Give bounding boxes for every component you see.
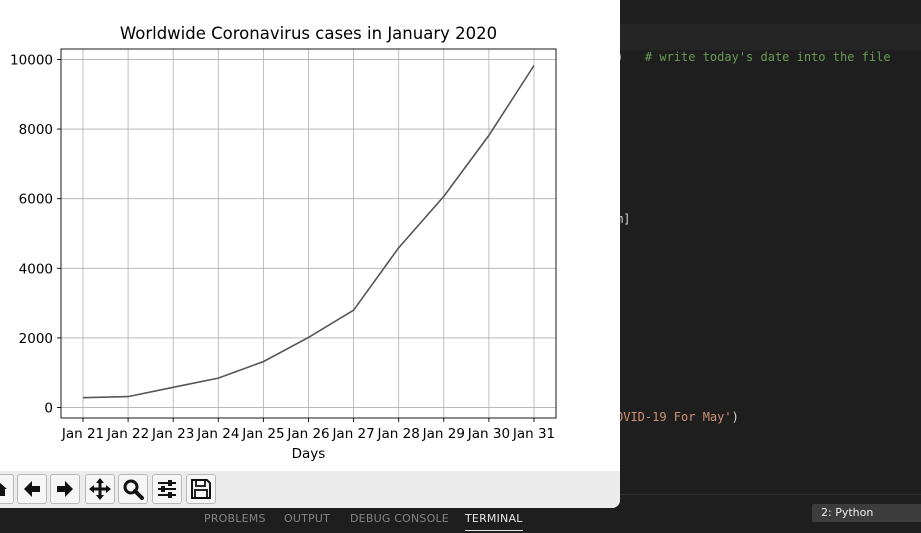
x-tick-label: Jan 23 xyxy=(151,426,194,442)
y-tick-label: 0 xyxy=(44,401,53,417)
y-tick-label: 8000 xyxy=(19,122,53,138)
code-paren: ) xyxy=(731,410,739,424)
home-icon xyxy=(0,482,7,496)
back-button[interactable] xyxy=(17,474,47,504)
series-line-cases xyxy=(82,65,535,399)
x-tick-label: Jan 26 xyxy=(286,426,329,442)
figure-toolbar xyxy=(0,471,620,508)
matplotlib-figure-window: Jan 21 Jan 22 Jan 23 Jan 24 Jan 25 Jan 26 Jan … xyxy=(0,0,620,508)
terminal-select-dropdown[interactable]: 2: Python xyxy=(812,504,921,522)
y-tick-label: 10000 xyxy=(10,52,53,68)
grid-lines xyxy=(61,49,556,418)
x-tick-label: Jan 24 xyxy=(196,426,239,442)
tab-debug-console[interactable]: DEBUG CONSOLE xyxy=(350,512,449,525)
x-tick-label: Jan 27 xyxy=(331,426,374,442)
tab-output[interactable]: OUTPUT xyxy=(284,512,331,525)
line-chart: Jan 21 Jan 22 Jan 23 Jan 24 Jan 25 Jan 26 Jan … xyxy=(10,24,557,462)
code-line-comment[interactable]: ) # write today's date into the file xyxy=(616,50,891,64)
pan-button[interactable] xyxy=(85,474,115,504)
y-tick-label: 2000 xyxy=(19,331,53,347)
axis-ticks: Jan 21 Jan 22 Jan 23 Jan 24 Jan 25 Jan 26 Jan … xyxy=(10,52,555,442)
home-button[interactable] xyxy=(0,474,14,504)
code-line-comment-prefix: ) xyxy=(616,50,645,64)
x-tick-label: Jan 25 xyxy=(241,426,284,442)
zoom-magnifier-icon xyxy=(123,479,144,500)
x-tick-label: Jan 31 xyxy=(512,426,555,442)
save-figure-button[interactable] xyxy=(186,474,216,504)
forward-button[interactable] xyxy=(50,474,80,504)
chart-title: Worldwide Coronavirus cases in January 2… xyxy=(120,24,497,43)
zoom-button[interactable] xyxy=(118,474,148,504)
y-tick-label: 4000 xyxy=(19,261,53,277)
pan-move-icon xyxy=(89,478,111,500)
x-tick-label: Jan 22 xyxy=(106,426,149,442)
configure-subplots-button[interactable] xyxy=(152,474,182,504)
back-arrow-icon xyxy=(24,481,40,497)
forward-arrow-icon xyxy=(57,481,73,497)
code-line-string[interactable]: OVID-19 For May') xyxy=(616,410,739,424)
code-comment: # write today's date into the file xyxy=(644,50,891,64)
x-tick-label: Jan 30 xyxy=(467,426,510,442)
configure-subplots-icon xyxy=(158,480,176,498)
x-tick-label: Jan 29 xyxy=(422,426,465,442)
y-tick-label: 6000 xyxy=(19,192,53,208)
editor-breadcrumb-bar xyxy=(620,24,921,50)
x-tick-label: Jan 28 xyxy=(377,426,420,442)
editor-tab-strip xyxy=(620,0,921,24)
tab-terminal[interactable]: TERMINAL xyxy=(465,512,523,531)
x-axis-label: Days xyxy=(292,446,326,462)
x-tick-label: Jan 21 xyxy=(61,426,104,442)
tab-problems[interactable]: PROBLEMS xyxy=(204,512,266,525)
code-string: OVID-19 For May' xyxy=(616,410,732,424)
save-figure-icon xyxy=(191,479,211,499)
